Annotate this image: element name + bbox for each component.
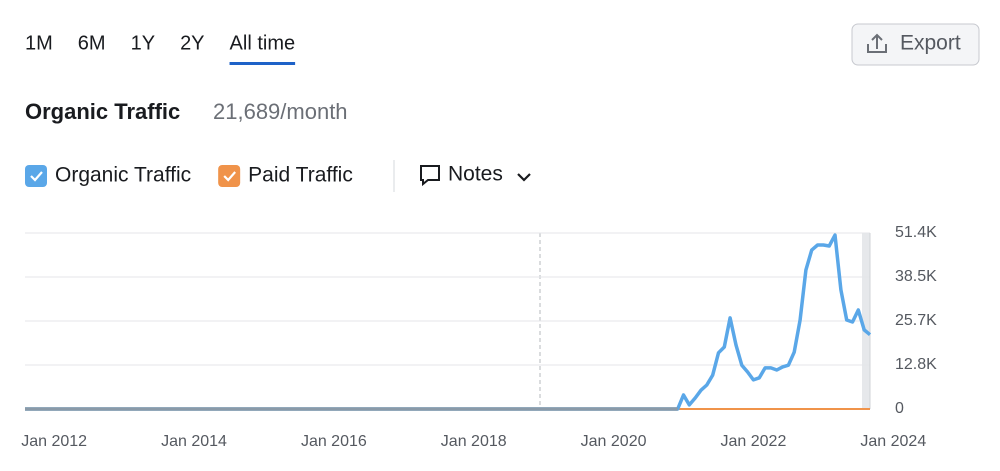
legend-checkbox[interactable] [25,165,47,187]
x-tick-label: Jan 2020 [581,433,647,450]
export-label[interactable]: Export [900,32,961,55]
x-tick-label: Jan 2018 [441,433,507,450]
x-tick-label: Jan 2014 [161,433,227,450]
legend: Organic Traffic Paid Traffic [25,164,353,187]
export-button[interactable] [851,23,980,66]
metric-title: Organic Traffic [25,99,180,124]
tab[interactable]: 6M [78,32,106,54]
legend-check [30,171,43,182]
x-tick-label: Jan 2024 [860,433,926,450]
tab[interactable]: All time [230,32,296,54]
legend-checkbox[interactable] [218,165,241,187]
tab[interactable]: 2Y [180,32,204,54]
tabs: 1M 6M 1Y 2Y All time [25,32,296,65]
tab-underline [229,62,296,65]
metric-value: 21,689/month [213,99,348,124]
y-tick-label: 12.8K [895,356,937,373]
x-tick-label: Jan 2016 [301,433,367,450]
export-icon [867,33,887,53]
notes-icon[interactable] [420,165,440,187]
legend-label[interactable]: Organic Traffic [55,164,191,187]
legend-label[interactable]: Paid Traffic [248,164,353,187]
plot [25,232,872,411]
x-tick-label: Jan 2012 [21,433,87,450]
y-tick-label: 0 [895,400,904,417]
series-line [25,233,872,411]
tab[interactable]: 1Y [131,32,155,54]
y-tick-label: 51.4K [895,224,937,241]
y-tick-label: 25.7K [895,312,937,329]
notes-chevron[interactable] [517,173,531,182]
y-tick-label: 38.5K [895,268,937,285]
tab[interactable]: 1M [25,32,53,54]
notes-label[interactable]: Notes [448,163,503,186]
x-tick-label: Jan 2022 [721,433,787,450]
legend-check [223,171,236,182]
